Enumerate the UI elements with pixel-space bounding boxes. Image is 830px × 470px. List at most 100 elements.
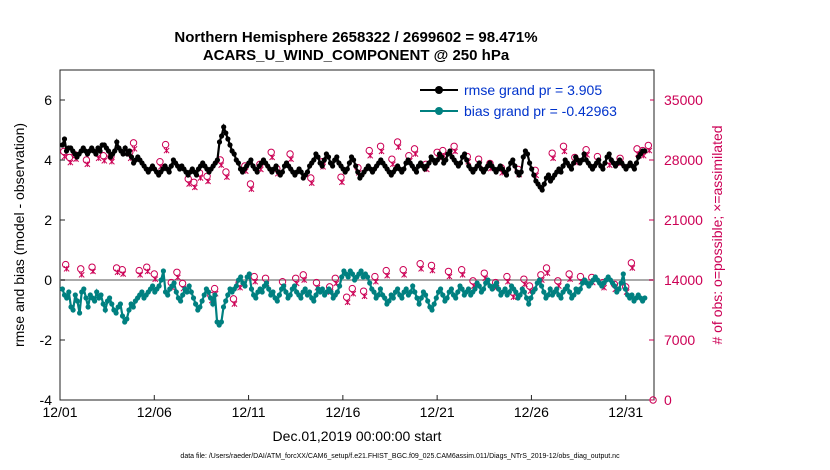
series-point-rmse bbox=[457, 160, 464, 166]
series-point-rmse bbox=[351, 157, 357, 163]
series-point-bias bbox=[536, 277, 543, 283]
series-point-rmse bbox=[304, 169, 311, 175]
obs-assimilated-point bbox=[67, 159, 74, 166]
x-tick-label: 12/06 bbox=[137, 404, 172, 420]
obs-possible-point bbox=[210, 284, 219, 293]
obs-possible-point bbox=[173, 268, 181, 276]
series-point-rmse bbox=[168, 163, 174, 169]
series-point-bias bbox=[98, 292, 104, 298]
series-point-bias bbox=[130, 304, 136, 310]
series-point-rmse bbox=[225, 136, 231, 142]
series-point-rmse bbox=[602, 160, 608, 166]
series-point-bias bbox=[266, 286, 272, 292]
y-tick-left-label: -2 bbox=[40, 332, 53, 348]
series-point-rmse bbox=[227, 142, 233, 148]
legend-bias-label: bias grand pr = -0.42963 bbox=[464, 103, 617, 119]
obs-assimilated-point bbox=[338, 179, 345, 186]
series-point-bias bbox=[276, 292, 282, 298]
ticks-layer: -4 -2 0 2 4 6 0 7000 14000 21000 28000 35000 12/01 12… bbox=[40, 92, 704, 420]
y-tick-left-label: 4 bbox=[44, 152, 52, 168]
obs-possible-point bbox=[548, 149, 556, 157]
obs-assimilated-point bbox=[459, 271, 466, 278]
series-point-bias bbox=[85, 304, 91, 310]
series-point-bias bbox=[382, 295, 388, 301]
series-point-rmse bbox=[120, 151, 126, 157]
series-point-bias bbox=[407, 289, 414, 295]
series-point-bias bbox=[197, 304, 203, 310]
series-point-rmse bbox=[126, 148, 132, 154]
series-point-rmse bbox=[216, 139, 223, 145]
series-point-bias bbox=[496, 286, 502, 292]
series-point-bias bbox=[558, 295, 564, 301]
obs-assimilated-point bbox=[384, 272, 391, 279]
series-point-bias bbox=[547, 286, 553, 292]
obs-assimilated-point bbox=[550, 155, 557, 162]
series-point-bias bbox=[403, 286, 409, 292]
x-tick-label: 12/31 bbox=[608, 404, 643, 420]
x-tick-label: 12/16 bbox=[325, 404, 360, 420]
obs-possible-point bbox=[229, 295, 238, 303]
series-point-rmse bbox=[439, 154, 445, 160]
x-axis-label: Dec.01,2019 00:00:00 start bbox=[273, 428, 442, 444]
series-point-bias bbox=[113, 310, 119, 316]
series-point-bias bbox=[541, 289, 547, 295]
series-point-rmse bbox=[353, 163, 359, 169]
series-point-bias bbox=[521, 289, 528, 295]
series-point-bias bbox=[493, 280, 500, 286]
obs-possible-point bbox=[359, 287, 368, 295]
obs-assimilated-point bbox=[395, 144, 402, 151]
series-point-bias bbox=[246, 271, 252, 277]
series-point-bias bbox=[485, 277, 491, 283]
obs-possible-point bbox=[222, 168, 230, 176]
series-point-bias bbox=[81, 286, 87, 292]
obs-possible-point bbox=[382, 266, 390, 275]
series-point-bias bbox=[274, 298, 280, 304]
series-point-rmse bbox=[520, 154, 526, 160]
legend: rmse grand pr = 3.905 bias grand pr = -0… bbox=[418, 78, 650, 122]
series-point-rmse bbox=[112, 148, 118, 154]
obs-possible-point bbox=[342, 293, 351, 301]
obs-possible-point bbox=[178, 279, 187, 288]
obs-possible-point bbox=[576, 272, 585, 281]
obs-possible-point bbox=[427, 261, 436, 270]
y-axis-label-left: rmse and bias (model - observation) bbox=[11, 123, 27, 347]
series-point-rmse bbox=[223, 130, 229, 136]
series-point-rmse bbox=[512, 163, 518, 169]
y-tick-right-label: 35000 bbox=[664, 92, 703, 108]
series-point-rmse bbox=[633, 160, 640, 166]
series-point-rmse bbox=[581, 151, 587, 157]
y-tick-right-label: 14000 bbox=[664, 272, 703, 288]
series-point-rmse bbox=[506, 166, 512, 172]
series-point-bias bbox=[444, 295, 450, 301]
obs-assimilated-point bbox=[114, 269, 121, 276]
series-point-bias bbox=[334, 289, 340, 295]
series-point-rmse bbox=[325, 154, 332, 160]
series-point-bias bbox=[102, 307, 108, 313]
obs-assimilated-point bbox=[301, 277, 308, 283]
obs-assimilated-point bbox=[418, 265, 425, 272]
series-point-bias bbox=[107, 295, 113, 301]
obs-possible-point bbox=[99, 152, 108, 160]
series-point-rmse bbox=[434, 157, 440, 163]
obs-possible-point bbox=[150, 270, 158, 278]
obs-assimilated-point bbox=[567, 276, 574, 283]
plot-area bbox=[59, 69, 655, 401]
series-point-bias bbox=[287, 292, 293, 298]
obs-assimilated-point bbox=[231, 301, 238, 307]
series-point-bias bbox=[629, 292, 635, 298]
series-point-rmse bbox=[524, 151, 531, 157]
series-point-bias bbox=[263, 280, 270, 286]
series-point-bias bbox=[92, 298, 98, 304]
series-point-rmse bbox=[59, 142, 65, 148]
series-point-bias bbox=[313, 292, 319, 298]
series-point-rmse bbox=[334, 154, 340, 160]
series-point-bias bbox=[70, 307, 76, 313]
legend-rmse-label: rmse grand pr = 3.905 bbox=[464, 82, 602, 98]
series-point-bias bbox=[66, 289, 72, 295]
series-point-bias bbox=[412, 289, 418, 295]
obs-assimilated-point bbox=[191, 184, 198, 191]
obs-possible-point bbox=[554, 277, 562, 285]
obs-assimilated-point bbox=[223, 174, 230, 181]
chart-title-line2: ACARS_U_WIND_COMPONENT @ 250 hPa bbox=[203, 47, 510, 64]
series-point-bias bbox=[513, 289, 519, 295]
